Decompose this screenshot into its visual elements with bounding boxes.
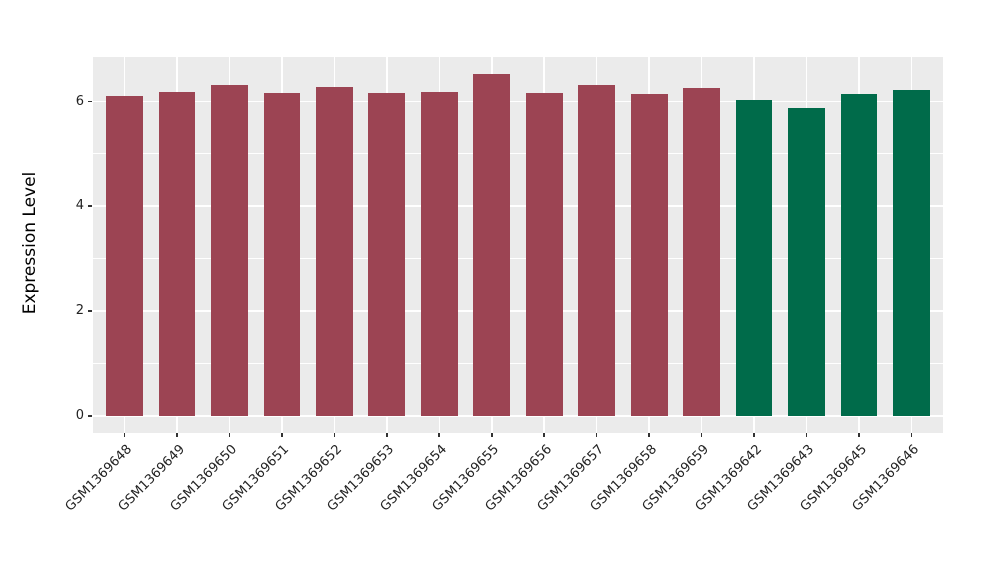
x-tick-mark-GSM1369649 <box>176 433 178 437</box>
bar-GSM1369659 <box>683 88 720 416</box>
gridline-major-y-0 <box>93 414 943 417</box>
gridline-major-y-6 <box>93 100 943 103</box>
gridline-minor-y-3 <box>93 258 943 260</box>
x-tick-mark-GSM1369645 <box>858 433 860 437</box>
x-tick-mark-GSM1369653 <box>386 433 388 437</box>
bar-GSM1369656 <box>525 93 563 416</box>
y-tick-label-6: 6 <box>75 93 84 109</box>
plot-panel <box>93 57 943 433</box>
bar-GSM1369648 <box>106 96 143 416</box>
bar-GSM1369645 <box>840 93 878 416</box>
bar-GSM1369654 <box>420 92 458 416</box>
x-tick-mark-GSM1369656 <box>543 433 546 437</box>
gridline-major-y-4 <box>93 205 943 208</box>
bar-GSM1369643 <box>788 108 825 416</box>
y-tick-mark-2 <box>88 310 92 312</box>
bar-GSM1369652 <box>315 87 353 416</box>
x-tick-mark-GSM1369651 <box>281 433 283 437</box>
bar-GSM1369653 <box>368 93 406 416</box>
x-tick-mark-GSM1369654 <box>438 433 441 437</box>
x-tick-mark-GSM1369657 <box>595 433 598 437</box>
bar-GSM1369642 <box>735 100 773 416</box>
x-tick-mark-GSM1369646 <box>910 433 913 437</box>
x-tick-mark-GSM1369648 <box>123 433 126 437</box>
y-tick-label-0: 0 <box>75 407 84 423</box>
x-tick-mark-GSM1369659 <box>700 433 703 437</box>
bar-GSM1369655 <box>473 74 511 416</box>
y-axis-title: Expression Level <box>20 171 40 315</box>
bar-GSM1369650 <box>211 84 248 416</box>
gridline-major-y-2 <box>93 310 943 312</box>
gridline-minor-y-5 <box>93 153 943 155</box>
y-tick-mark-4 <box>88 205 92 208</box>
x-tick-mark-GSM1369643 <box>805 433 808 437</box>
y-tick-mark-6 <box>88 100 92 103</box>
x-tick-mark-GSM1369655 <box>490 433 493 437</box>
bar-GSM1369649 <box>158 92 196 416</box>
y-tick-label-4: 4 <box>75 198 84 214</box>
x-tick-mark-GSM1369642 <box>753 433 755 437</box>
gridline-minor-y-1 <box>93 362 943 364</box>
y-tick-label-2: 2 <box>75 302 84 318</box>
bar-GSM1369651 <box>263 93 301 416</box>
bar-GSM1369658 <box>630 94 668 416</box>
x-tick-mark-GSM1369652 <box>333 433 336 437</box>
bar-GSM1369657 <box>578 84 616 416</box>
x-tick-mark-GSM1369650 <box>228 433 231 437</box>
x-tick-mark-GSM1369658 <box>648 433 650 437</box>
y-tick-mark-0 <box>88 414 92 417</box>
bar-GSM1369646 <box>893 89 930 416</box>
